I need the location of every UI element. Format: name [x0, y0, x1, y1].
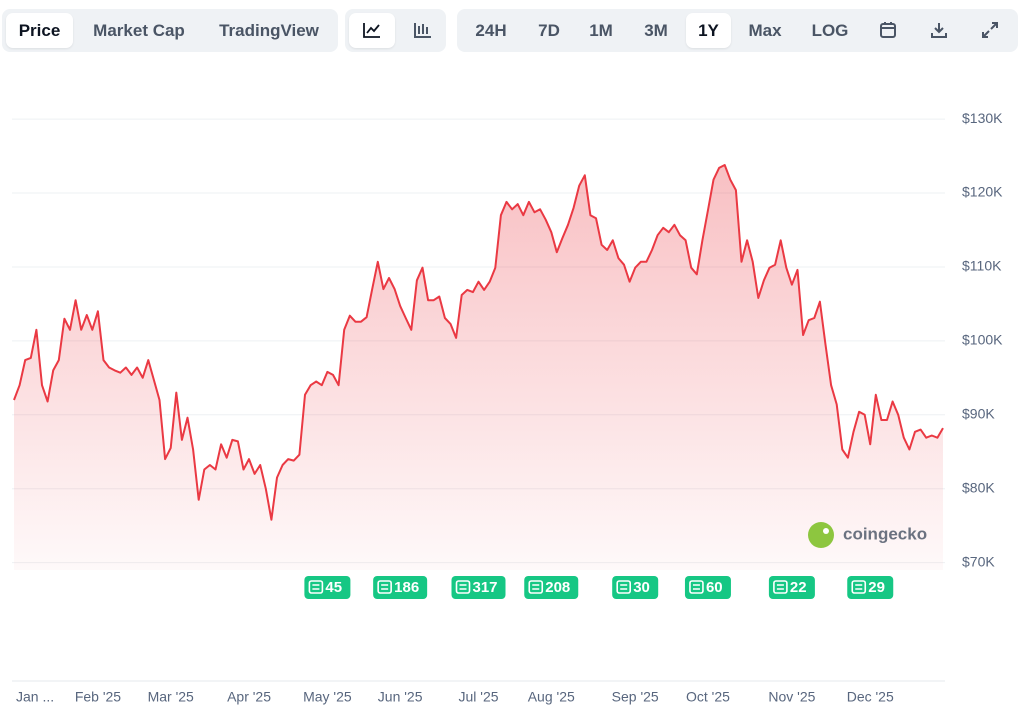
logo-icon: [808, 522, 834, 548]
news-icon-lines: [312, 584, 320, 590]
x-tick-label: Jun '25: [378, 689, 423, 705]
candle-icon: [414, 23, 431, 38]
news-icon-lines: [776, 584, 784, 590]
x-tick-label: May '25: [303, 689, 352, 705]
news-badge[interactable]: 29: [847, 576, 894, 599]
y-tick-label: $110K: [962, 258, 1002, 274]
news-badge[interactable]: 317: [451, 576, 506, 599]
news-count: 186: [394, 579, 419, 596]
news-icon-lines: [855, 584, 863, 590]
x-tick-label: Nov '25: [768, 689, 815, 705]
news-icon-lines: [459, 584, 467, 590]
news-icon-lines: [620, 584, 628, 590]
news-icon: [773, 580, 788, 594]
chart-style: [345, 9, 446, 52]
calendar-button[interactable]: [870, 13, 906, 48]
tab[interactable]: Price: [6, 13, 73, 48]
range[interactable]: 1Y: [686, 13, 731, 48]
news-count: 29: [868, 579, 885, 596]
line-icon: [363, 23, 380, 38]
x-tick-label: Jan ...: [16, 689, 54, 705]
x-tick-label: Apr '25: [227, 689, 271, 705]
news-icon: [851, 580, 867, 594]
news-count: 317: [473, 579, 498, 596]
x-tick-label: Sep '25: [612, 689, 659, 705]
news-count: 30: [633, 579, 650, 596]
x-tick-label: Dec '25: [847, 689, 894, 705]
news-icon: [377, 580, 392, 594]
x-tick-label: Oct '25: [686, 689, 730, 705]
x-tick-label: Feb '25: [75, 689, 121, 705]
y-tick-label: $100K: [962, 332, 1003, 348]
logo-eye: [823, 528, 829, 534]
range[interactable]: 1M: [589, 21, 613, 40]
view-tabs: Price Market Cap TradingView: [2, 9, 338, 52]
x-tick-label: Jul '25: [458, 689, 498, 705]
news-icon: [616, 580, 631, 594]
watermark: coingecko: [843, 524, 927, 543]
range[interactable]: Max: [748, 21, 782, 40]
range-tabs: 24H 7D 1M 3M 1Y Max LOG: [457, 9, 1018, 52]
price-line: [13, 164, 944, 521]
news-icon: [308, 580, 324, 594]
download-button[interactable]: [921, 13, 957, 48]
y-tick-label: $90K: [962, 405, 995, 421]
y-tick-label: $120K: [962, 184, 1003, 200]
y-tick-label: $70K: [962, 553, 995, 569]
news-icon: [455, 580, 471, 594]
news-badge[interactable]: 45: [304, 576, 351, 599]
news-icon: [689, 580, 704, 594]
calendar-icon: [880, 22, 896, 38]
news-icon-lines: [532, 584, 540, 590]
news-badge[interactable]: 208: [524, 576, 579, 599]
news-badge[interactable]: 186: [373, 576, 428, 599]
range[interactable]: 7D: [538, 21, 560, 40]
range[interactable]: 3M: [644, 21, 668, 40]
log-toggle[interactable]: LOG: [811, 21, 849, 40]
range[interactable]: 24H: [475, 21, 507, 40]
expand-icon: [982, 22, 998, 38]
news-badge[interactable]: 60: [684, 576, 731, 599]
price-area: [14, 165, 943, 570]
news-icon-lines: [692, 584, 700, 590]
tab[interactable]: TradingView: [219, 21, 319, 40]
candle-style-button[interactable]: [400, 13, 446, 48]
news-count: 45: [325, 579, 342, 596]
x-tick-label: Mar '25: [148, 689, 194, 705]
y-tick-label: $80K: [962, 479, 995, 495]
line-style-button[interactable]: [349, 13, 395, 48]
news-count: 208: [545, 579, 570, 596]
news-count: 60: [706, 579, 723, 596]
news-badge[interactable]: 30: [612, 576, 659, 599]
y-tick-label: $130K: [962, 110, 1003, 126]
news-badge[interactable]: 22: [768, 576, 815, 599]
fullscreen-button[interactable]: [972, 13, 1008, 48]
news-icon: [528, 580, 544, 594]
download-icon: [931, 23, 947, 38]
news-icon-lines: [381, 584, 389, 590]
news-count: 22: [790, 579, 807, 596]
x-tick-label: Aug '25: [528, 689, 575, 705]
tab[interactable]: Market Cap: [93, 21, 185, 40]
